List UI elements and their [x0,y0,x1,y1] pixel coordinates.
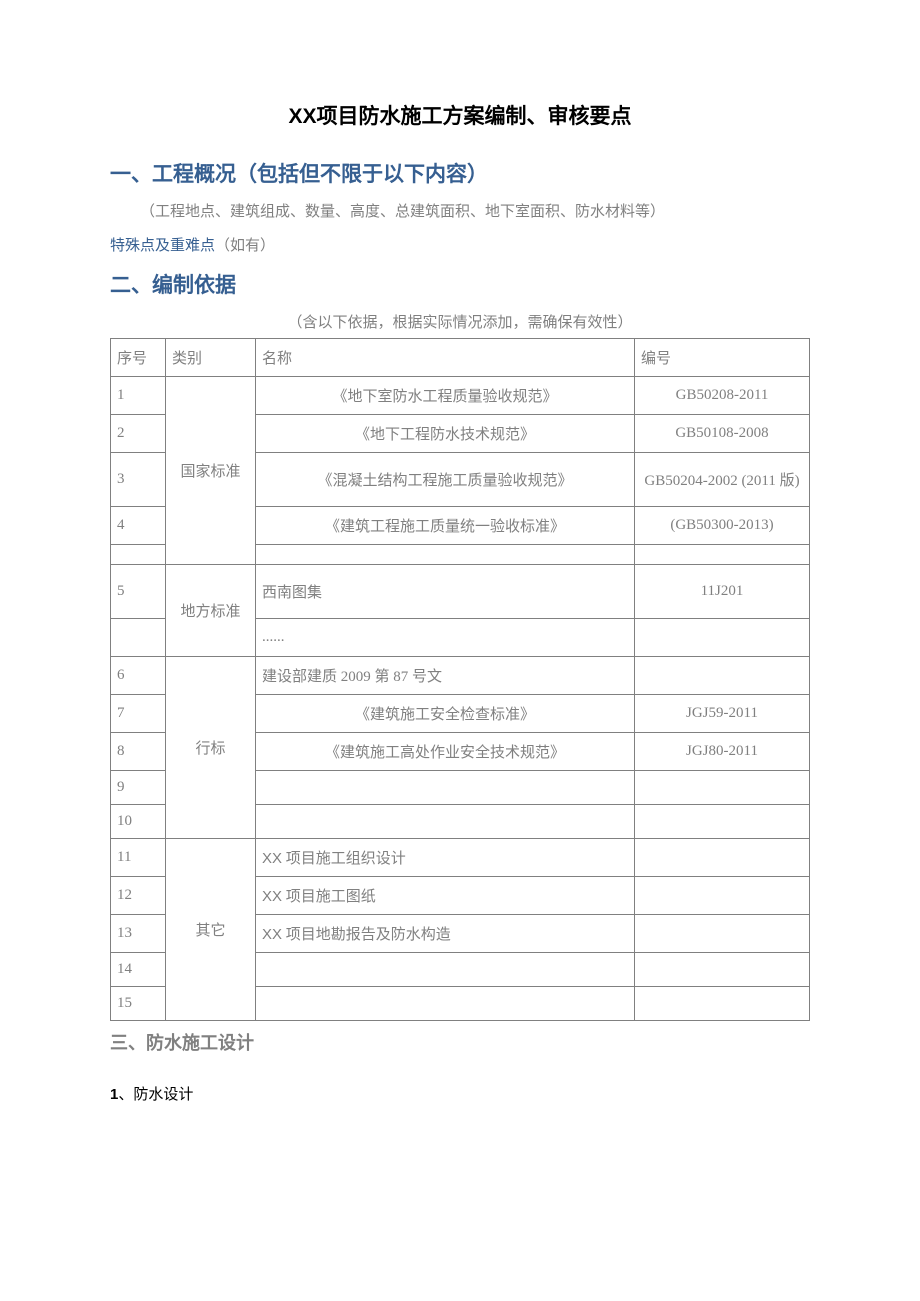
cell-code [635,877,810,915]
section1-subheading: 特殊点及重难点（如有） [110,234,810,255]
cell-seq: 5 [111,565,166,619]
cell-name: ...... [256,619,635,657]
cell-name-prefix: XX [262,926,282,943]
cell-code [635,545,810,565]
cell-seq: 6 [111,657,166,695]
cell-name: 《建筑施工高处作业安全技术规范》 [256,733,635,771]
cell-code [635,771,810,805]
subheading-colored: 特殊点及重难点 [110,238,215,254]
cell-seq: 13 [111,915,166,953]
section1-heading: 一、工程概况（包括但不限于以下内容） [110,158,810,188]
cell-name: 建设部建质 2009 第 87 号文 [256,657,635,695]
cell-seq: 8 [111,733,166,771]
title-prefix: XX [288,105,316,128]
cell-code [635,915,810,953]
cell-seq: 7 [111,695,166,733]
cell-name [256,805,635,839]
cell-seq: 4 [111,507,166,545]
table-row: 5 地方标准 西南图集 11J201 [111,565,810,619]
cell-code: JGJ80-2011 [635,733,810,771]
cell-seq: 12 [111,877,166,915]
header-code: 编号 [635,339,810,377]
cell-name-rest: 项目地勘报告及防水构造 [282,927,451,943]
cell-code: (GB50300-2013) [635,507,810,545]
header-category: 类别 [166,339,256,377]
cell-seq: 15 [111,987,166,1021]
cell-seq: 9 [111,771,166,805]
cell-name: XX 项目施工组织设计 [256,839,635,877]
cell-code: GB50108-2008 [635,415,810,453]
table-row: 1 国家标准 《地下室防水工程质量验收规范》 GB50208-2011 [111,377,810,415]
cell-code: GB50208-2011 [635,377,810,415]
cell-name-rest: 项目施工图纸 [282,889,376,905]
section3-heading: 三、防水施工设计 [110,1029,810,1055]
cell-name [256,953,635,987]
cell-name: 西南图集 [256,565,635,619]
section3-sub-text: 、防水设计 [118,1087,193,1103]
cell-name: 《建筑工程施工质量统一验收标准》 [256,507,635,545]
cell-code: JGJ59-2011 [635,695,810,733]
cell-code [635,987,810,1021]
cell-seq: 11 [111,839,166,877]
table-header-row: 序号 类别 名称 编号 [111,339,810,377]
cell-code [635,953,810,987]
cell-name [256,987,635,1021]
cell-name-rest: 项目施工组织设计 [282,851,406,867]
cell-category-industry: 行标 [166,657,256,839]
cell-name-prefix: XX [262,850,282,867]
cell-seq [111,545,166,565]
header-name: 名称 [256,339,635,377]
cell-code: 11J201 [635,565,810,619]
cell-seq [111,619,166,657]
header-seq: 序号 [111,339,166,377]
cell-seq: 2 [111,415,166,453]
cell-name-prefix: XX [262,888,282,905]
cell-name: XX 项目施工图纸 [256,877,635,915]
cell-name: XX 项目地勘报告及防水构造 [256,915,635,953]
section3-subheading: 1、防水设计 [110,1083,810,1104]
cell-name [256,771,635,805]
section2-heading: 二、编制依据 [110,269,810,299]
cell-code: GB50204-2002 (2011 版) [635,453,810,507]
cell-name: 《地下室防水工程质量验收规范》 [256,377,635,415]
cell-seq: 14 [111,953,166,987]
table-row: 6 行标 建设部建质 2009 第 87 号文 [111,657,810,695]
cell-category-national: 国家标准 [166,377,256,565]
standards-table: 序号 类别 名称 编号 1 国家标准 《地下室防水工程质量验收规范》 GB502… [110,338,810,1021]
cell-category-other: 其它 [166,839,256,1021]
cell-code [635,657,810,695]
table-row: 11 其它 XX 项目施工组织设计 [111,839,810,877]
cell-code [635,619,810,657]
table-caption: （含以下依据，根据实际情况添加，需确保有效性） [110,311,810,332]
cell-code [635,839,810,877]
cell-seq: 1 [111,377,166,415]
cell-name: 《地下工程防水技术规范》 [256,415,635,453]
section1-paragraph: （工程地点、建筑组成、数量、高度、总建筑面积、地下室面积、防水材料等） [110,200,810,224]
cell-category-local: 地方标准 [166,565,256,657]
cell-name: 《建筑施工安全检查标准》 [256,695,635,733]
subheading-grey: （如有） [215,238,275,254]
title-rest: 项目防水施工方案编制、审核要点 [317,105,632,128]
cell-name [256,545,635,565]
cell-code [635,805,810,839]
cell-seq: 3 [111,453,166,507]
cell-name: 《混凝土结构工程施工质量验收规范》 [256,453,635,507]
document-title: XX项目防水施工方案编制、审核要点 [110,100,810,130]
cell-seq: 10 [111,805,166,839]
